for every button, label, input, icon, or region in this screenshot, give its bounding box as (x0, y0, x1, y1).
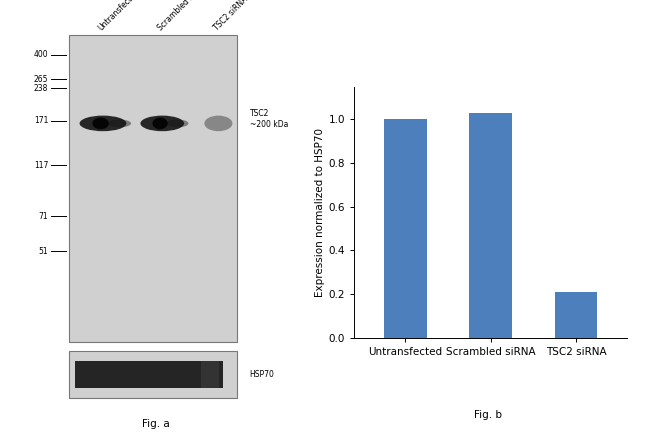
Text: HSP70: HSP70 (250, 370, 274, 379)
Ellipse shape (152, 118, 168, 129)
Bar (469, 113, 512, 338)
Bar (69, 351, 237, 398)
Bar (75, 362, 223, 388)
Ellipse shape (79, 116, 126, 131)
Text: Untransfected: Untransfected (97, 0, 142, 32)
Bar (384, 120, 427, 338)
Text: 117: 117 (34, 161, 48, 170)
Text: 400: 400 (34, 50, 48, 59)
Text: 238: 238 (34, 84, 48, 93)
Text: 265: 265 (34, 75, 48, 84)
Text: Scrambled siRNA: Scrambled siRNA (156, 0, 209, 32)
Ellipse shape (108, 120, 131, 127)
Ellipse shape (166, 120, 188, 127)
Text: 171: 171 (34, 116, 48, 125)
Ellipse shape (140, 116, 184, 131)
Text: 71: 71 (39, 212, 48, 220)
Bar (201, 362, 218, 388)
Text: 51: 51 (39, 247, 48, 256)
Ellipse shape (92, 118, 109, 129)
Bar (554, 292, 597, 338)
Bar (69, 35, 237, 342)
Text: Fig. b: Fig. b (473, 410, 502, 420)
Text: TSC2 siRNA: TSC2 siRNA (212, 0, 250, 32)
Text: TSC2
~200 kDa: TSC2 ~200 kDa (250, 110, 288, 129)
Text: Fig. a: Fig. a (142, 419, 170, 429)
Y-axis label: Expression normalized to HSP70: Expression normalized to HSP70 (315, 128, 324, 297)
Ellipse shape (204, 116, 233, 131)
